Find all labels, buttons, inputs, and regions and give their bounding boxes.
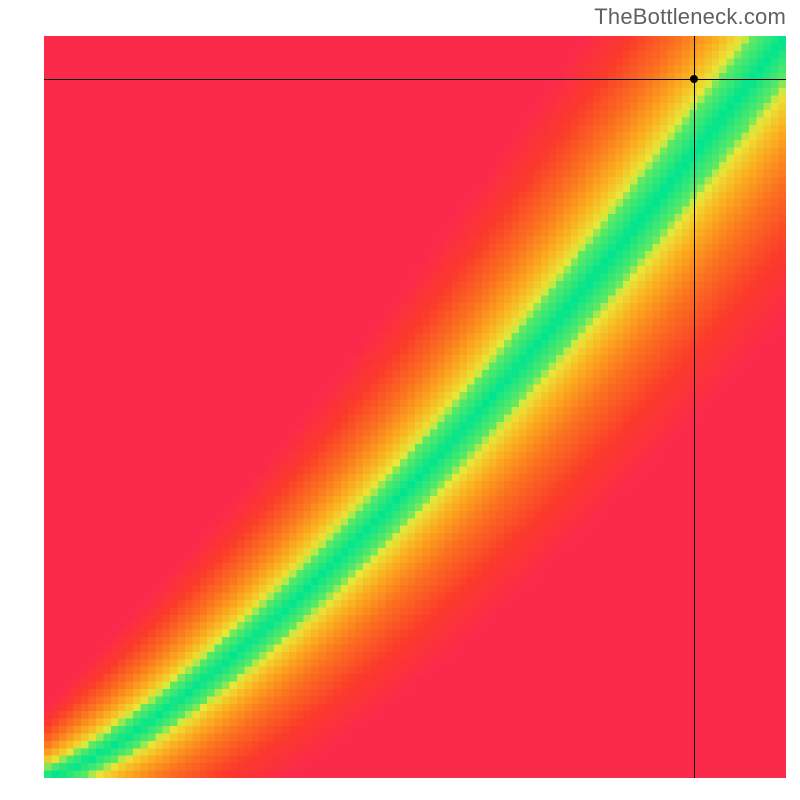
watermark-text: TheBottleneck.com (594, 4, 786, 30)
crosshair-vertical (694, 36, 695, 778)
crosshair-dot (690, 75, 698, 83)
heatmap-canvas (44, 36, 786, 778)
bottleneck-heatmap (44, 36, 786, 778)
crosshair-horizontal (44, 79, 786, 80)
